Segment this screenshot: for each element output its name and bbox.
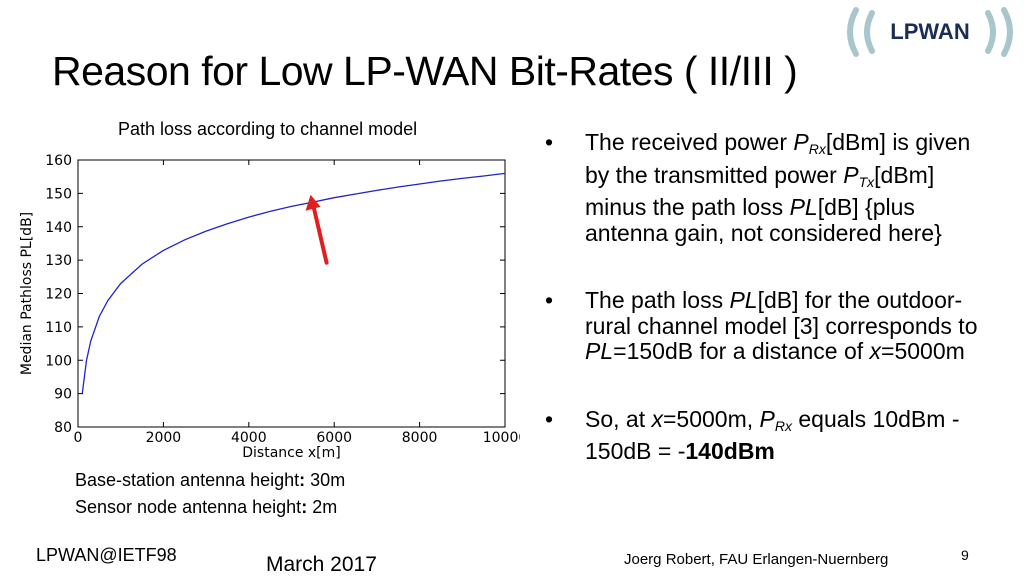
footer-event: LPWAN@IETF98 — [36, 545, 177, 565]
bs-antenna-height: Base-station antenna height: 30m — [75, 470, 346, 490]
y-tick-label: 110 — [45, 320, 72, 336]
bullet-path-loss: The path loss PL[dB] for the outdoor-rur… — [545, 287, 985, 365]
chart-caption: Path loss according to channel model — [118, 119, 418, 139]
y-tick-label: 90 — [54, 387, 72, 403]
y-tick-label: 80 — [54, 420, 72, 436]
page-number: 9 — [961, 547, 969, 563]
y-tick-label: 150 — [45, 186, 72, 202]
x-tick-label: 8000 — [402, 430, 438, 446]
x-tick-label: 4000 — [231, 430, 267, 446]
annotation-arrow-shaft — [311, 204, 329, 265]
x-axis-label: Distance x[m] — [242, 445, 341, 461]
bullet-list: The received power PRx[dBm] is given by … — [545, 129, 985, 507]
sensor-antenna-height: Sensor node antenna height: 2m — [75, 497, 338, 517]
y-tick-label: 160 — [45, 153, 72, 169]
pathloss-curve — [81, 172, 506, 394]
x-tick-label: 10000 — [483, 430, 520, 446]
plot-frame — [77, 159, 506, 428]
y-tick-label: 130 — [45, 253, 72, 269]
logo-text: LPWAN — [890, 19, 969, 44]
x-tick-label: 6000 — [316, 430, 352, 446]
annotation-arrow-head — [305, 194, 321, 211]
x-tick-label: 2000 — [146, 430, 182, 446]
y-tick-label: 100 — [45, 353, 72, 369]
bullet-result: So, at x=5000m, PRx equals 10dBm - 150dB… — [545, 406, 985, 465]
slide-title: Reason for Low LP-WAN Bit-Rates ( II/III… — [52, 48, 798, 94]
y-tick-label: 140 — [45, 220, 72, 236]
x-tick-label: 0 — [74, 430, 83, 446]
footer-date: March 2017 — [266, 553, 377, 576]
bullet-received-power: The received power PRx[dBm] is given by … — [545, 129, 985, 246]
y-axis-label: Median Pathloss PL[dB] — [19, 212, 35, 375]
lpwan-logo: LPWAN — [847, 7, 1013, 57]
y-tick-label: 120 — [45, 287, 72, 303]
footer-author: Joerg Robert, FAU Erlangen-Nuernberg — [624, 551, 889, 568]
pathloss-chart: 80 90 100 110 120 130 140 150 160 0 2000 4000 6000 80… — [19, 153, 520, 461]
